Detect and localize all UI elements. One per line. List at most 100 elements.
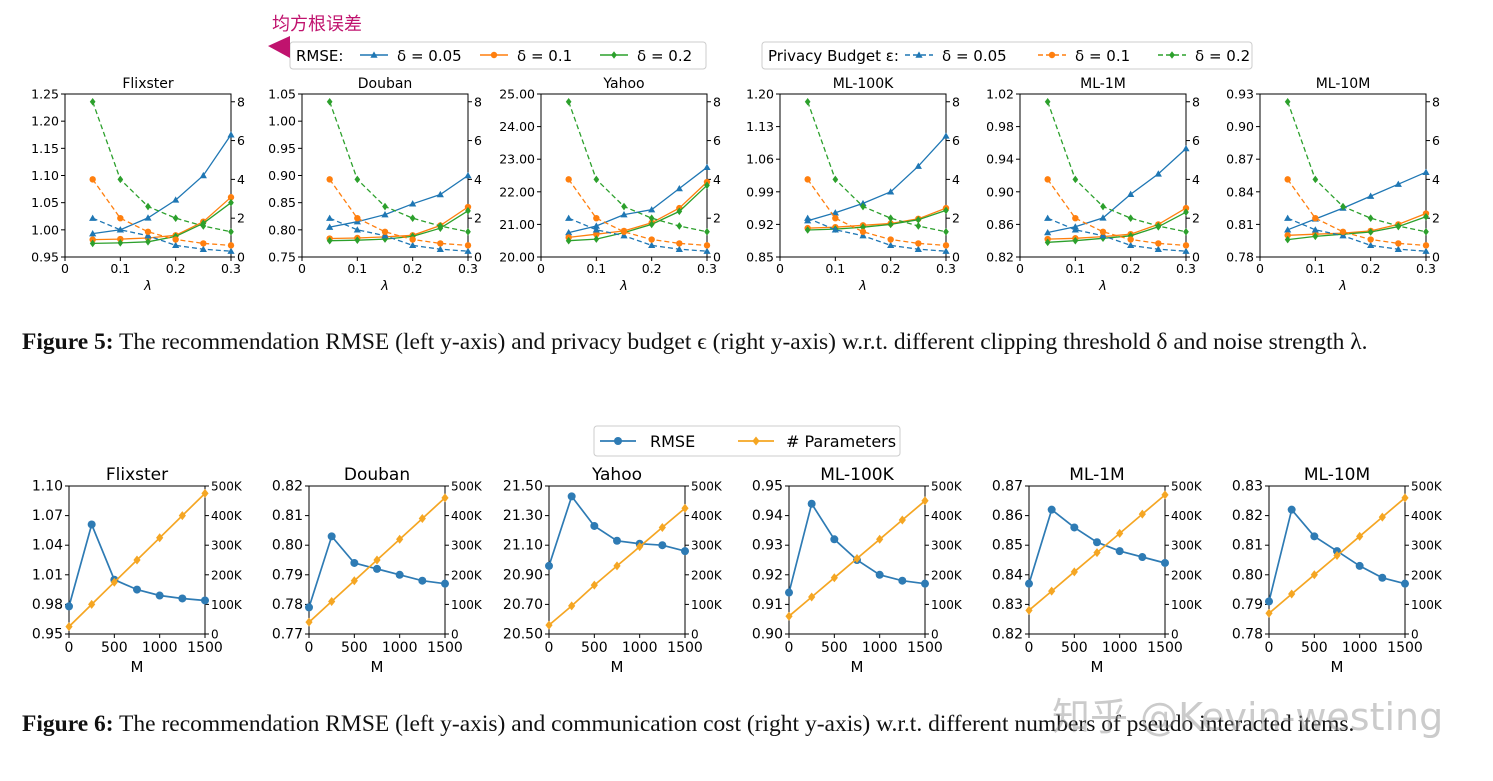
data-point (545, 561, 553, 570)
y2-tick-label: 4 (713, 172, 721, 187)
x-tick-label: 0 (65, 640, 74, 656)
data-point (326, 97, 333, 106)
y2-tick-label: 2 (1192, 211, 1200, 226)
data-point (326, 223, 334, 230)
chart-title: ML-1M (1069, 465, 1124, 485)
x-tick-label: 1000 (1342, 640, 1378, 656)
data-point (648, 206, 656, 213)
data-point (1155, 240, 1162, 247)
x-tick-label: 0.1 (347, 261, 367, 276)
privacy-legend-entry: δ = 0.2 (1195, 47, 1250, 65)
privacy-legend-marker (915, 51, 923, 58)
data-point (1093, 538, 1101, 547)
data-point (658, 541, 667, 550)
series-line--0.2 (1287, 101, 1427, 233)
y2-tick-label: 200K (1171, 568, 1203, 582)
y-tick-label: 1.05 (268, 87, 296, 102)
y-tick-label: 0.78 (1226, 250, 1254, 265)
data-point (859, 232, 867, 239)
data-point (1367, 241, 1375, 249)
data-point (418, 514, 426, 524)
data-point (144, 232, 152, 239)
y2-tick-label: 200K (211, 568, 243, 582)
data-point (1378, 512, 1386, 522)
y-tick-label: 0.79 (272, 567, 303, 583)
data-point (1072, 214, 1079, 222)
x-axis-label: λ (143, 279, 152, 294)
y-tick-label: 0.81 (1226, 217, 1254, 232)
y-tick-label: 1.10 (31, 168, 59, 183)
x-tick-label: 1000 (622, 640, 658, 656)
y2-tick-label: 8 (1432, 94, 1440, 109)
privacy-legend-marker (1169, 51, 1175, 59)
y-tick-label: 22.00 (499, 184, 535, 199)
data-point (703, 242, 711, 249)
y-tick-label: 20.70 (503, 597, 543, 613)
data-point (703, 163, 711, 171)
watermark: 知乎 @Kevin-westing (1052, 695, 1444, 739)
x-tick-label: 500 (341, 640, 368, 656)
legend-params-marker (752, 436, 760, 446)
data-point (592, 222, 600, 229)
chart-panel-fig5-yahoo: Yahoo 0 0.1 0.2 0.3 λ 20.00 21.00 22.00 23.00 24.0… (499, 76, 721, 294)
data-point (1093, 548, 1101, 558)
data-point (172, 214, 179, 222)
data-point (172, 196, 180, 203)
data-point (381, 228, 389, 235)
data-point (887, 241, 895, 249)
data-point (1284, 176, 1291, 183)
data-point (1265, 608, 1273, 618)
y-tick-label: 20.90 (503, 567, 543, 583)
y-tick-label: 0.84 (1226, 184, 1254, 199)
rmse-legend-marker (370, 51, 378, 58)
plot-frame (1268, 485, 1406, 635)
series-line-rmse-0.05 (92, 134, 232, 235)
data-point (144, 214, 152, 221)
figure5-caption-text: The recommendation RMSE (left y-axis) an… (119, 329, 1368, 355)
data-point (1394, 180, 1402, 187)
data-point (620, 228, 628, 235)
data-point (1044, 214, 1052, 221)
data-point (227, 194, 235, 201)
data-point (1367, 214, 1374, 222)
y-tick-label: 0.92 (752, 567, 783, 583)
data-point (593, 230, 600, 238)
y-tick-label: 0.90 (268, 168, 296, 183)
annotation-note: 均方根误差 (272, 14, 362, 35)
data-point (1127, 190, 1135, 197)
data-point (704, 181, 710, 190)
legend-rmse-label: RMSE (650, 432, 695, 451)
data-point (860, 202, 866, 211)
figure5-caption: Figure 5: The recommendation RMSE (left … (22, 327, 1462, 358)
y-tick-label: 0.80 (1232, 567, 1263, 583)
data-point (1284, 232, 1291, 239)
y-tick-label: 0.99 (746, 184, 774, 199)
privacy-legend-label: Privacy Budget ε: (768, 47, 899, 65)
x-tick-label: 0 (298, 261, 306, 276)
y-tick-label: 0.85 (992, 538, 1023, 554)
y-tick-label: 23.00 (499, 152, 535, 167)
series-line-rmse (1028, 508, 1166, 584)
x-tick-label: 0 (545, 640, 554, 656)
series-line--0.1 (1047, 179, 1187, 247)
data-point (1100, 202, 1106, 211)
chart-panel-fig5-ml-1m: ML-1M 0 0.1 0.2 0.3 λ 0.82 0.86 0.90 0.94 0.98 1.02… (986, 76, 1200, 294)
y2-tick-label: 200K (931, 568, 963, 582)
y2-tick-label: 400K (931, 509, 963, 523)
plot-frame (540, 93, 708, 258)
y-tick-label: 0.82 (1232, 508, 1263, 524)
y-tick-label: 0.85 (746, 250, 774, 265)
y-tick-label: 0.91 (752, 597, 783, 613)
data-point (350, 576, 358, 586)
data-point (593, 214, 600, 222)
y2-tick-label: 4 (237, 172, 245, 187)
chart-panel-fig5-flixster: Flixster 0 0.1 0.2 0.3 λ 0.95 1.00 1.05 1.10 1.15 1… (31, 76, 245, 294)
data-point (89, 176, 96, 183)
series-line--0.1 (329, 179, 469, 247)
series-line-rmse (68, 521, 206, 607)
series-line--0.05 (807, 217, 947, 252)
data-point (88, 599, 96, 609)
data-point (228, 198, 234, 207)
data-point (1311, 226, 1319, 233)
